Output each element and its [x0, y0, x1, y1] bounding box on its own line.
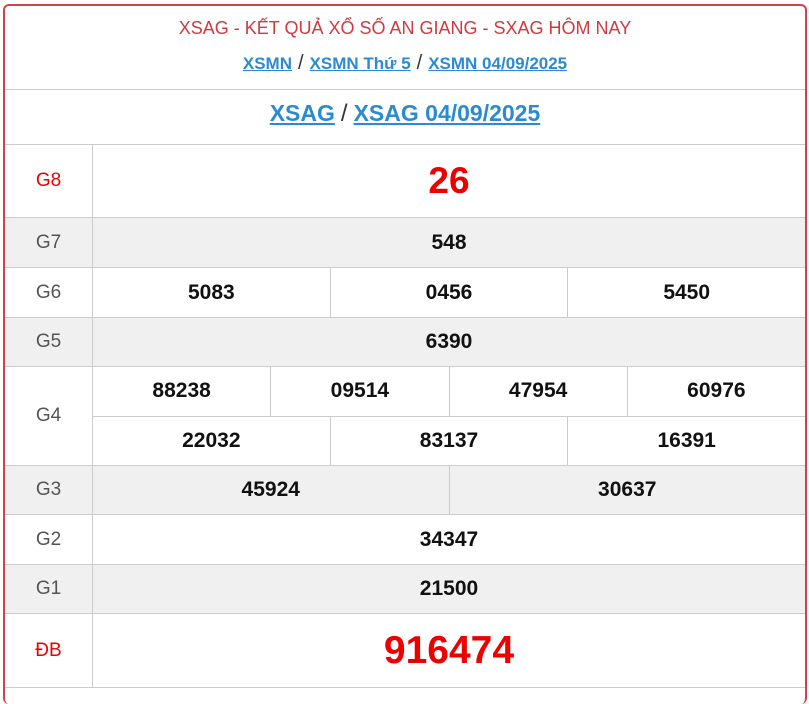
prize-label: G1 — [5, 565, 93, 613]
prize-row-đb: ĐB 916474 — [5, 614, 805, 688]
prize-number: 0456 — [329, 268, 568, 317]
number-line: 5083 0456 5450 — [93, 268, 805, 317]
link-xsag-date[interactable]: XSAG 04/09/2025 — [353, 100, 541, 126]
prize-values: 26 — [93, 145, 805, 217]
prize-number: 34347 — [419, 527, 479, 551]
prize-label: G4 — [5, 367, 93, 465]
number-line: 45924 30637 — [93, 466, 805, 514]
breadcrumb: XSMN / XSMN Thứ 5 / XSMN 04/09/2025 — [5, 46, 805, 75]
prize-number: 916474 — [383, 628, 515, 672]
prize-values: 88238 09514 47954 60976 22032 83137 16391 — [93, 367, 805, 465]
prize-number: 83137 — [329, 416, 568, 465]
number-line: 34347 — [93, 515, 805, 564]
prize-label: ĐB — [5, 614, 93, 687]
number-line: 88238 09514 47954 60976 — [93, 367, 805, 416]
prize-number: 548 — [431, 230, 467, 254]
prize-row-g7: G7 548 — [5, 218, 805, 268]
prize-values: 21500 — [93, 565, 805, 613]
number-line: 21500 — [93, 565, 805, 613]
prize-number: 5083 — [187, 280, 235, 304]
prize-label: G5 — [5, 318, 93, 366]
prize-label: G2 — [5, 515, 93, 564]
number-line: 548 — [93, 218, 805, 267]
prize-values: 34347 — [93, 515, 805, 564]
prize-number: 22032 — [182, 428, 241, 452]
number-line: 22032 83137 16391 — [93, 415, 805, 465]
prize-row-g6: G6 5083 0456 5450 — [5, 268, 805, 318]
link-xsag[interactable]: XSAG — [269, 100, 335, 126]
prize-values: 916474 — [93, 614, 805, 687]
prize-number: 88238 — [152, 379, 211, 403]
page-title: XSAG - KẾT QUẢ XỔ SỐ AN GIANG - SXAG HÔM… — [178, 18, 632, 38]
link-xsmn-date[interactable]: XSMN 04/09/2025 — [428, 54, 568, 73]
prize-values: 5083 0456 5450 — [93, 268, 805, 317]
number-line: 26 — [93, 145, 805, 217]
prize-number: 47954 — [448, 367, 627, 416]
sub-breadcrumb: XSAG / XSAG 04/09/2025 — [5, 90, 805, 145]
prize-number: 21500 — [419, 577, 479, 600]
prize-row-g3: G3 45924 30637 — [5, 466, 805, 515]
separator: / — [340, 100, 348, 127]
prize-row-g1: G1 21500 — [5, 565, 805, 614]
prize-values: 6390 — [93, 318, 805, 366]
prize-row-g4: G4 88238 09514 47954 60976 22032 83137 16391 — [5, 367, 805, 466]
prize-label: G6 — [5, 268, 93, 317]
prize-number: 60976 — [626, 367, 805, 416]
prize-label: G3 — [5, 466, 93, 514]
separator: / — [297, 52, 304, 74]
results-panel: XSAG - KẾT QUẢ XỔ SỐ AN GIANG - SXAG HÔM… — [3, 4, 807, 704]
prize-row-g5: G5 6390 — [5, 318, 805, 367]
prize-label: G7 — [5, 218, 93, 267]
link-xsmn-thu5[interactable]: XSMN Thứ 5 — [309, 54, 411, 73]
prize-row-g8: G8 26 — [5, 145, 805, 218]
prize-label: G8 — [5, 145, 93, 217]
prize-number: 30637 — [448, 466, 806, 514]
prize-values: 548 — [93, 218, 805, 267]
header: XSAG - KẾT QUẢ XỔ SỐ AN GIANG - SXAG HÔM… — [5, 6, 805, 90]
prize-number: 16391 — [567, 416, 805, 465]
prize-number: 5450 — [567, 268, 805, 317]
prize-number: 09514 — [270, 367, 448, 416]
separator: / — [416, 52, 423, 74]
prize-number: 6390 — [425, 330, 473, 353]
number-line: 6390 — [93, 318, 805, 366]
prize-row-g2: G2 34347 — [5, 515, 805, 565]
prize-number: 26 — [428, 160, 470, 201]
results-table: G8 26 G7 548 G6 5083 0456 5450 G5 6390 G4 88238 0951… — [5, 145, 805, 688]
number-line: 916474 — [93, 614, 805, 687]
prize-values: 45924 30637 — [93, 466, 805, 514]
prize-number: 45924 — [241, 478, 300, 501]
link-xsmn[interactable]: XSMN — [242, 54, 292, 73]
